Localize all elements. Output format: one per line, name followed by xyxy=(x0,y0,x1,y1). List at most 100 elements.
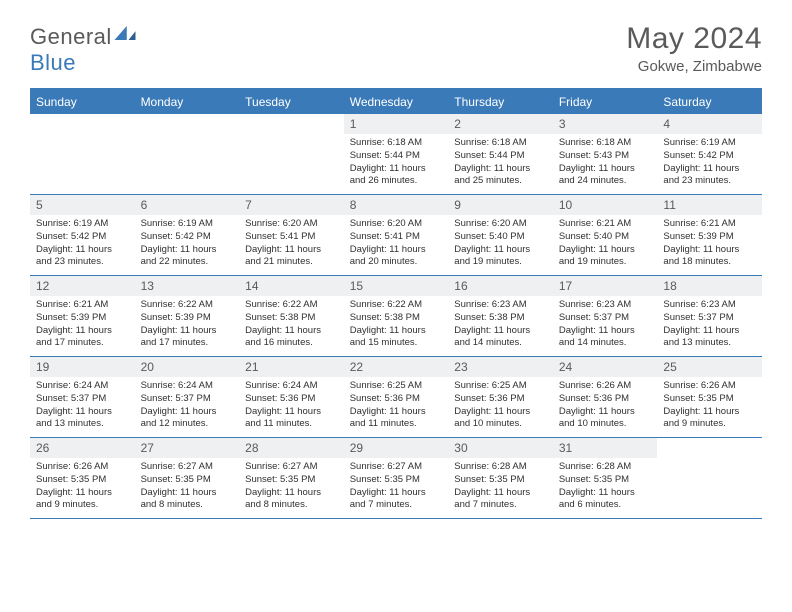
day-number: 18 xyxy=(657,276,762,296)
calendar-cell: 10Sunrise: 6:21 AM Sunset: 5:40 PM Dayli… xyxy=(553,195,658,275)
day-number: 12 xyxy=(30,276,135,296)
day-number xyxy=(30,114,135,134)
calendar-cell: 4Sunrise: 6:19 AM Sunset: 5:42 PM Daylig… xyxy=(657,114,762,194)
day-number: 11 xyxy=(657,195,762,215)
weekday-label: Sunday xyxy=(30,90,135,114)
day-details: Sunrise: 6:21 AM Sunset: 5:39 PM Dayligh… xyxy=(657,215,762,273)
day-details: Sunrise: 6:21 AM Sunset: 5:40 PM Dayligh… xyxy=(553,215,658,273)
calendar-cell: 12Sunrise: 6:21 AM Sunset: 5:39 PM Dayli… xyxy=(30,276,135,356)
calendar-cell: 8Sunrise: 6:20 AM Sunset: 5:41 PM Daylig… xyxy=(344,195,449,275)
calendar-cell: 21Sunrise: 6:24 AM Sunset: 5:36 PM Dayli… xyxy=(239,357,344,437)
calendar-cell: 6Sunrise: 6:19 AM Sunset: 5:42 PM Daylig… xyxy=(135,195,240,275)
day-details: Sunrise: 6:25 AM Sunset: 5:36 PM Dayligh… xyxy=(448,377,553,435)
weekday-label: Thursday xyxy=(448,90,553,114)
day-details: Sunrise: 6:24 AM Sunset: 5:36 PM Dayligh… xyxy=(239,377,344,435)
day-number: 26 xyxy=(30,438,135,458)
day-number: 28 xyxy=(239,438,344,458)
calendar-cell: 9Sunrise: 6:20 AM Sunset: 5:40 PM Daylig… xyxy=(448,195,553,275)
calendar-cell: 30Sunrise: 6:28 AM Sunset: 5:35 PM Dayli… xyxy=(448,438,553,518)
day-details: Sunrise: 6:23 AM Sunset: 5:37 PM Dayligh… xyxy=(553,296,658,354)
day-details: Sunrise: 6:23 AM Sunset: 5:38 PM Dayligh… xyxy=(448,296,553,354)
day-details: Sunrise: 6:23 AM Sunset: 5:37 PM Dayligh… xyxy=(657,296,762,354)
calendar-cell: 16Sunrise: 6:23 AM Sunset: 5:38 PM Dayli… xyxy=(448,276,553,356)
weekday-label: Saturday xyxy=(657,90,762,114)
calendar-week: 1Sunrise: 6:18 AM Sunset: 5:44 PM Daylig… xyxy=(30,114,762,195)
calendar-cell: 24Sunrise: 6:26 AM Sunset: 5:36 PM Dayli… xyxy=(553,357,658,437)
calendar-cell: 5Sunrise: 6:19 AM Sunset: 5:42 PM Daylig… xyxy=(30,195,135,275)
day-details: Sunrise: 6:18 AM Sunset: 5:44 PM Dayligh… xyxy=(448,134,553,192)
day-details: Sunrise: 6:20 AM Sunset: 5:40 PM Dayligh… xyxy=(448,215,553,273)
calendar-cell: 3Sunrise: 6:18 AM Sunset: 5:43 PM Daylig… xyxy=(553,114,658,194)
calendar-cell: 27Sunrise: 6:27 AM Sunset: 5:35 PM Dayli… xyxy=(135,438,240,518)
weeks-container: 1Sunrise: 6:18 AM Sunset: 5:44 PM Daylig… xyxy=(30,114,762,519)
weekday-label: Friday xyxy=(553,90,658,114)
day-details: Sunrise: 6:25 AM Sunset: 5:36 PM Dayligh… xyxy=(344,377,449,435)
day-details: Sunrise: 6:21 AM Sunset: 5:39 PM Dayligh… xyxy=(30,296,135,354)
day-details: Sunrise: 6:22 AM Sunset: 5:38 PM Dayligh… xyxy=(344,296,449,354)
day-number: 5 xyxy=(30,195,135,215)
day-details: Sunrise: 6:19 AM Sunset: 5:42 PM Dayligh… xyxy=(30,215,135,273)
day-number xyxy=(239,114,344,134)
day-details: Sunrise: 6:18 AM Sunset: 5:44 PM Dayligh… xyxy=(344,134,449,192)
day-details: Sunrise: 6:19 AM Sunset: 5:42 PM Dayligh… xyxy=(135,215,240,273)
day-number: 13 xyxy=(135,276,240,296)
logo-word1: General xyxy=(30,24,112,49)
day-number: 1 xyxy=(344,114,449,134)
logo-word2: Blue xyxy=(30,50,76,75)
calendar-cell-empty xyxy=(657,438,762,518)
calendar-cell: 17Sunrise: 6:23 AM Sunset: 5:37 PM Dayli… xyxy=(553,276,658,356)
calendar-cell-empty xyxy=(239,114,344,194)
logo-text: GeneralBlue xyxy=(30,24,136,76)
day-details: Sunrise: 6:22 AM Sunset: 5:39 PM Dayligh… xyxy=(135,296,240,354)
day-number: 23 xyxy=(448,357,553,377)
calendar-cell: 26Sunrise: 6:26 AM Sunset: 5:35 PM Dayli… xyxy=(30,438,135,518)
calendar-cell: 28Sunrise: 6:27 AM Sunset: 5:35 PM Dayli… xyxy=(239,438,344,518)
day-number: 2 xyxy=(448,114,553,134)
page-title: May 2024 xyxy=(626,22,762,56)
day-number: 9 xyxy=(448,195,553,215)
day-details: Sunrise: 6:26 AM Sunset: 5:35 PM Dayligh… xyxy=(30,458,135,516)
weekday-label: Wednesday xyxy=(344,90,449,114)
calendar-page: GeneralBlue May 2024 Gokwe, Zimbabwe Sun… xyxy=(0,0,792,539)
day-details: Sunrise: 6:24 AM Sunset: 5:37 PM Dayligh… xyxy=(30,377,135,435)
logo: GeneralBlue xyxy=(30,24,136,76)
location-label: Gokwe, Zimbabwe xyxy=(626,58,762,75)
weekday-label: Monday xyxy=(135,90,240,114)
calendar-week: 5Sunrise: 6:19 AM Sunset: 5:42 PM Daylig… xyxy=(30,195,762,276)
header: GeneralBlue May 2024 Gokwe, Zimbabwe xyxy=(30,22,762,76)
day-details: Sunrise: 6:22 AM Sunset: 5:38 PM Dayligh… xyxy=(239,296,344,354)
day-details: Sunrise: 6:19 AM Sunset: 5:42 PM Dayligh… xyxy=(657,134,762,192)
calendar-cell: 31Sunrise: 6:28 AM Sunset: 5:35 PM Dayli… xyxy=(553,438,658,518)
calendar-cell: 18Sunrise: 6:23 AM Sunset: 5:37 PM Dayli… xyxy=(657,276,762,356)
day-details: Sunrise: 6:20 AM Sunset: 5:41 PM Dayligh… xyxy=(239,215,344,273)
day-number: 4 xyxy=(657,114,762,134)
calendar-cell: 20Sunrise: 6:24 AM Sunset: 5:37 PM Dayli… xyxy=(135,357,240,437)
day-number: 14 xyxy=(239,276,344,296)
day-number xyxy=(657,438,762,458)
title-block: May 2024 Gokwe, Zimbabwe xyxy=(626,22,762,75)
day-details: Sunrise: 6:27 AM Sunset: 5:35 PM Dayligh… xyxy=(239,458,344,516)
calendar-cell: 11Sunrise: 6:21 AM Sunset: 5:39 PM Dayli… xyxy=(657,195,762,275)
day-number: 17 xyxy=(553,276,658,296)
day-details: Sunrise: 6:28 AM Sunset: 5:35 PM Dayligh… xyxy=(553,458,658,516)
day-number: 30 xyxy=(448,438,553,458)
day-details: Sunrise: 6:27 AM Sunset: 5:35 PM Dayligh… xyxy=(344,458,449,516)
day-number: 27 xyxy=(135,438,240,458)
day-number: 6 xyxy=(135,195,240,215)
day-details: Sunrise: 6:18 AM Sunset: 5:43 PM Dayligh… xyxy=(553,134,658,192)
day-number: 8 xyxy=(344,195,449,215)
calendar-week: 26Sunrise: 6:26 AM Sunset: 5:35 PM Dayli… xyxy=(30,438,762,519)
day-number: 3 xyxy=(553,114,658,134)
calendar-cell-empty xyxy=(30,114,135,194)
day-details: Sunrise: 6:20 AM Sunset: 5:41 PM Dayligh… xyxy=(344,215,449,273)
calendar-cell-empty xyxy=(135,114,240,194)
day-number: 7 xyxy=(239,195,344,215)
day-number: 24 xyxy=(553,357,658,377)
day-number: 22 xyxy=(344,357,449,377)
day-number: 29 xyxy=(344,438,449,458)
day-number: 31 xyxy=(553,438,658,458)
weekday-header: Sunday Monday Tuesday Wednesday Thursday… xyxy=(30,90,762,114)
calendar-cell: 15Sunrise: 6:22 AM Sunset: 5:38 PM Dayli… xyxy=(344,276,449,356)
day-number: 16 xyxy=(448,276,553,296)
calendar-cell: 14Sunrise: 6:22 AM Sunset: 5:38 PM Dayli… xyxy=(239,276,344,356)
